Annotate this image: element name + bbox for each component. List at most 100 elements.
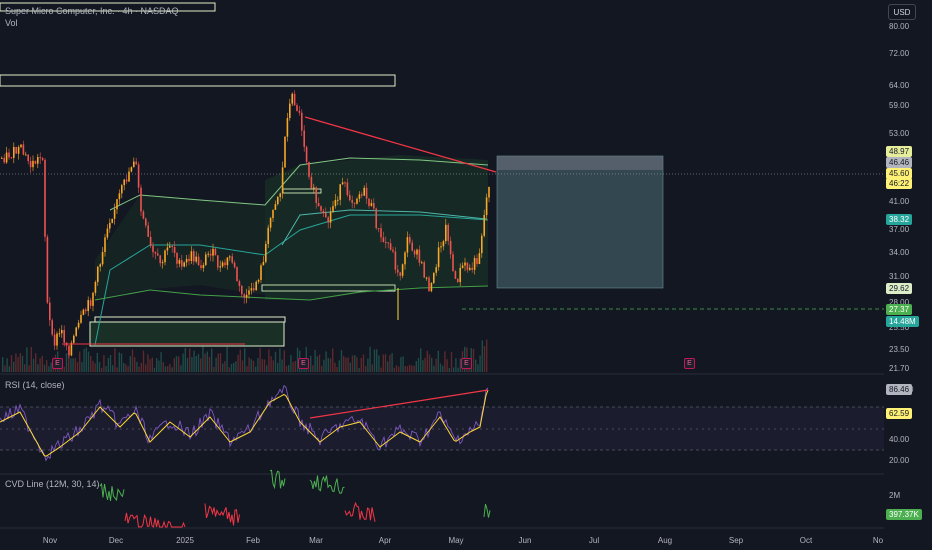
- candle-body: [193, 251, 195, 262]
- earnings-marker[interactable]: E: [461, 358, 472, 369]
- rsi-label[interactable]: RSI (14, close): [5, 380, 65, 390]
- volume-bar: [420, 348, 422, 372]
- price-badge: 46.46: [886, 157, 913, 168]
- time-tick: 2025: [176, 536, 194, 545]
- candle-body: [97, 266, 99, 282]
- price-tick: 37.00: [889, 225, 910, 234]
- volume-bar: [292, 361, 294, 372]
- volume-bar: [215, 357, 217, 372]
- earnings-marker[interactable]: E: [684, 358, 695, 369]
- volume-bar: [483, 345, 486, 372]
- volume-bar: [186, 357, 189, 372]
- price-badge: 48.97: [886, 146, 913, 157]
- range-box: [0, 2, 216, 12]
- volume-bar: [123, 362, 125, 372]
- volume-bar: [68, 346, 70, 372]
- volume-bar: [481, 340, 483, 372]
- candle-body: [149, 236, 152, 246]
- volume-bar: [327, 358, 329, 372]
- cvd-line: [269, 469, 286, 490]
- volume-bar: [310, 355, 312, 372]
- volume-bar: [171, 367, 173, 372]
- volume-bar: [72, 358, 74, 372]
- candle-body: [358, 194, 361, 199]
- symbol-title[interactable]: Super Micro Computer, Inc. · 4h · NASDAQ: [5, 6, 179, 16]
- candle-body: [387, 242, 389, 244]
- price-badge: 46:22: [886, 178, 913, 189]
- candle-body: [1, 157, 3, 159]
- candle-body: [305, 146, 308, 162]
- volume-bar: [367, 358, 369, 372]
- volume-bar: [373, 349, 376, 372]
- price-tick: 59.00: [889, 101, 910, 110]
- volume-bar: [26, 347, 28, 372]
- candle-body: [317, 202, 320, 207]
- candle-body: [471, 267, 473, 270]
- candle-body: [394, 251, 397, 270]
- volume-bar: [455, 358, 457, 372]
- candle-body: [281, 167, 284, 194]
- candle-body: [8, 152, 10, 158]
- volume-bar: [296, 347, 299, 372]
- candle-body: [286, 118, 289, 137]
- volume-bar: [248, 357, 250, 372]
- volume-bar: [189, 348, 191, 372]
- candle-body: [375, 208, 377, 229]
- price-tick: 25.50: [889, 323, 910, 332]
- candle-body: [94, 281, 97, 293]
- volume-bar: [200, 358, 202, 372]
- volume-bar: [233, 362, 235, 372]
- earnings-marker[interactable]: E: [298, 358, 309, 369]
- volume-bar: [109, 355, 112, 372]
- candle-body: [32, 160, 34, 168]
- candle-body: [478, 253, 481, 264]
- candle-body: [313, 187, 315, 189]
- candle-body: [104, 237, 106, 253]
- volume-bar: [406, 366, 409, 372]
- volume-bar: [156, 358, 158, 372]
- candle-body: [349, 194, 351, 201]
- candle-body: [243, 294, 245, 298]
- volume-bar: [169, 363, 171, 372]
- candle-body: [413, 250, 416, 255]
- volume-bar: [318, 354, 321, 372]
- volume-bar: [195, 356, 197, 372]
- earnings-marker[interactable]: E: [52, 358, 63, 369]
- price-tick: 72.00: [889, 49, 910, 58]
- candle-body: [301, 112, 303, 131]
- candle-body: [320, 206, 322, 211]
- candle-body: [421, 262, 423, 264]
- candle-body: [205, 254, 207, 265]
- candle-body: [327, 217, 329, 223]
- price-tick: 31.00: [889, 272, 910, 281]
- volume-bar: [70, 358, 72, 372]
- volume-bar: [384, 354, 387, 372]
- candle-body: [169, 246, 171, 248]
- volume-bar: [175, 356, 178, 372]
- volume-bar: [362, 354, 365, 372]
- rsi-tick: 20.00: [889, 456, 910, 465]
- cvd-label[interactable]: CVD Line (12M, 30, 14): [5, 479, 100, 489]
- candle-body: [85, 309, 87, 312]
- volume-bar: [351, 355, 354, 372]
- price-scale[interactable]: [884, 0, 932, 550]
- price-badge: 29.62: [886, 283, 913, 294]
- volume-bar: [46, 360, 48, 372]
- volume-bar: [382, 354, 384, 372]
- time-tick: Jul: [588, 536, 600, 545]
- volume-bar: [116, 367, 118, 372]
- volume-bar: [118, 352, 120, 372]
- cvd-line: [344, 501, 376, 522]
- candle-body: [250, 288, 253, 291]
- volume-bar: [437, 350, 439, 372]
- volume-bar: [376, 349, 378, 372]
- volume-bar: [76, 362, 79, 372]
- candle-body: [397, 269, 399, 273]
- price-badge: 27.37: [886, 304, 913, 315]
- volume-bar: [101, 367, 103, 372]
- candle-body: [356, 198, 358, 204]
- currency-button[interactable]: USD: [888, 4, 916, 20]
- candle-body: [370, 203, 373, 207]
- candle-body: [272, 209, 274, 219]
